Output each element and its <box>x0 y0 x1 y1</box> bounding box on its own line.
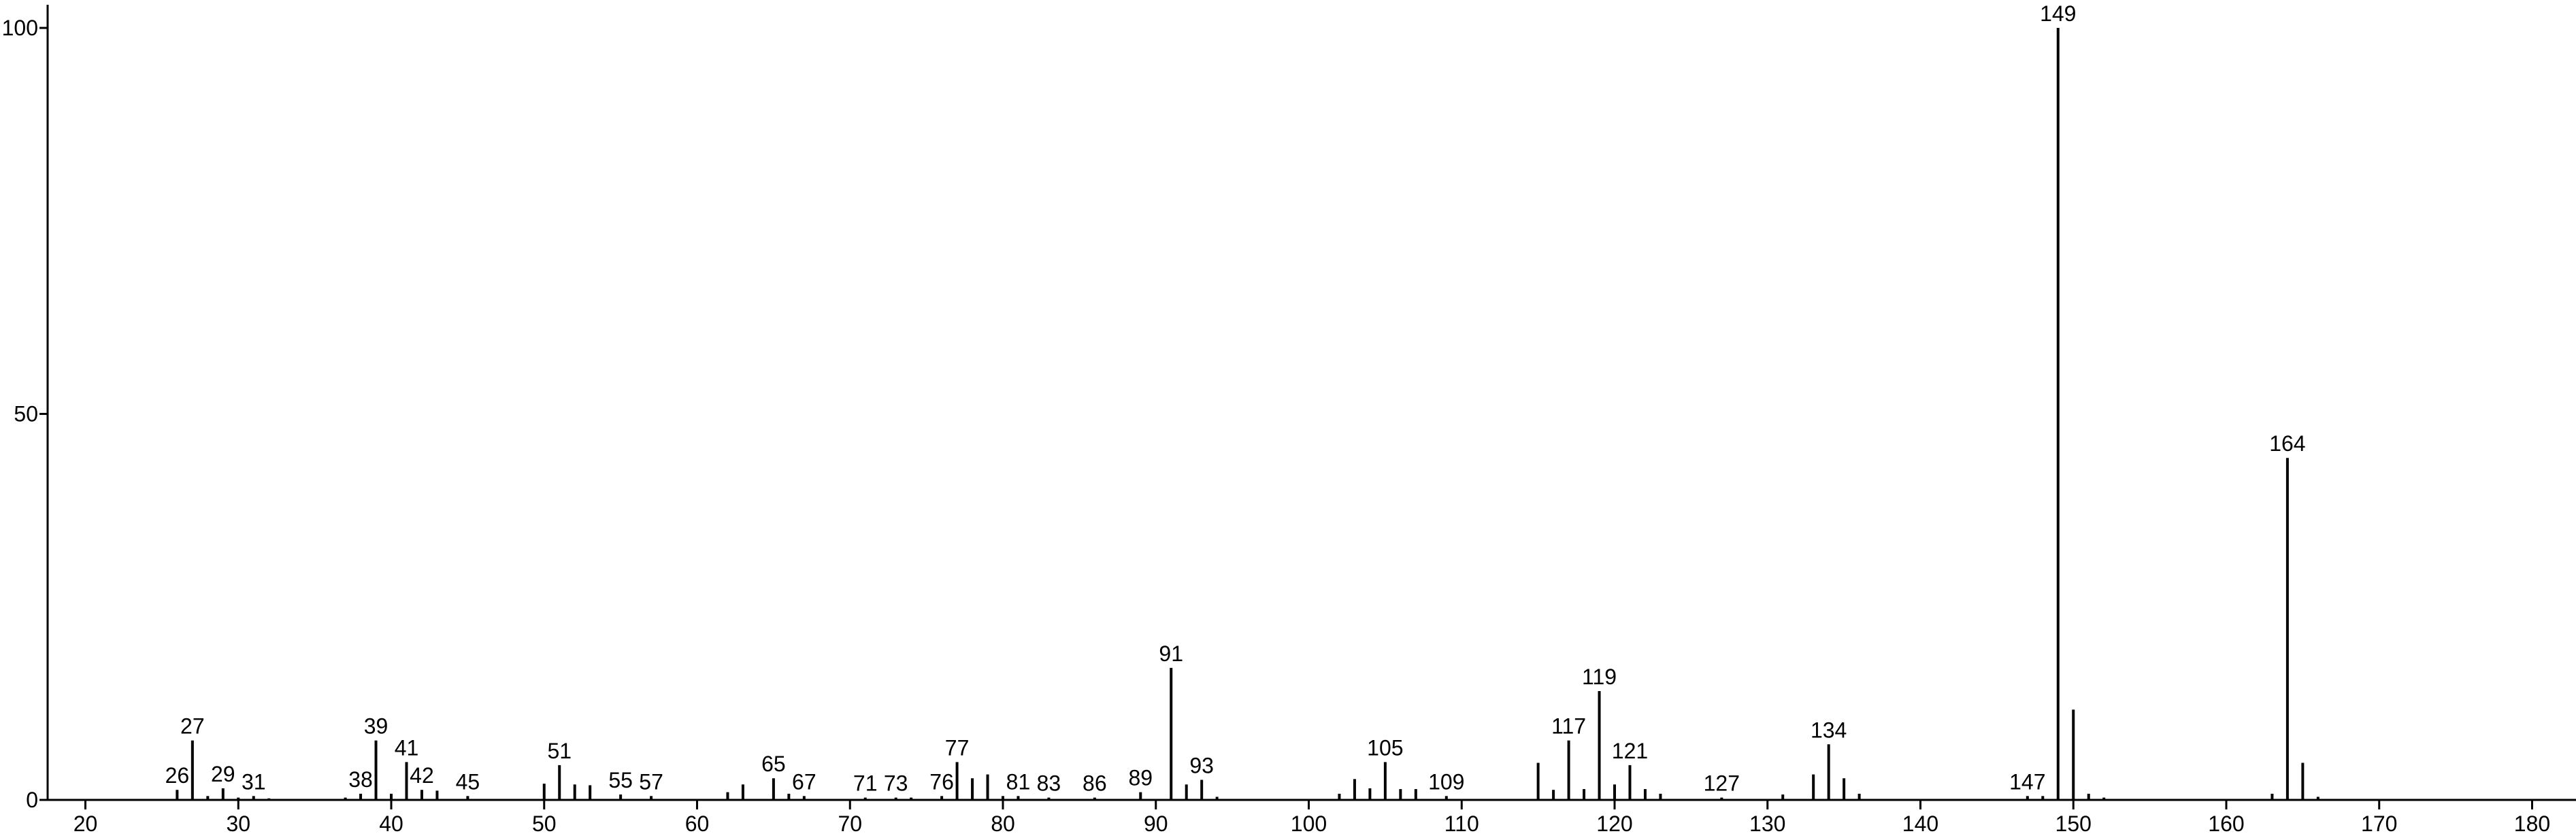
peak-label: 83 <box>1037 771 1061 796</box>
peak-label: 127 <box>1704 771 1740 796</box>
x-tick-label: 80 <box>991 811 1015 836</box>
peak-label: 119 <box>1582 665 1617 689</box>
peak-label: 41 <box>395 735 419 760</box>
x-tick-label: 180 <box>2514 811 2550 836</box>
x-tick-label: 100 <box>1291 811 1327 836</box>
peak-label: 29 <box>211 762 235 786</box>
peak-label: 105 <box>1367 735 1403 760</box>
peak-label: 86 <box>1083 771 1107 796</box>
x-tick-label: 150 <box>2055 811 2092 836</box>
y-tick-label: 50 <box>14 402 38 426</box>
peak-label: 45 <box>456 769 480 794</box>
x-tick-label: 170 <box>2361 811 2397 836</box>
peak-label: 51 <box>547 739 572 763</box>
peak-label: 89 <box>1128 766 1153 790</box>
peak-label: 109 <box>1428 769 1464 794</box>
x-tick-label: 110 <box>1444 811 1479 836</box>
peak-label: 31 <box>242 769 266 794</box>
peak-label: 38 <box>348 767 373 792</box>
x-tick-label: 70 <box>838 811 862 836</box>
x-tick-label: 20 <box>73 811 98 836</box>
peak-label: 26 <box>165 763 190 788</box>
x-tick-label: 40 <box>379 811 403 836</box>
x-tick-label: 120 <box>1596 811 1632 836</box>
peak-label: 27 <box>180 714 205 739</box>
peak-label: 77 <box>945 735 970 760</box>
x-tick-label: 130 <box>1749 811 1785 836</box>
x-tick-label: 140 <box>1902 811 1938 836</box>
peak-label: 67 <box>792 769 816 794</box>
peak-label: 149 <box>2040 1 2076 26</box>
x-tick-label: 60 <box>685 811 710 836</box>
peak-label: 164 <box>2269 431 2305 456</box>
peak-label: 76 <box>929 769 954 794</box>
peak-label: 65 <box>761 752 786 776</box>
peak-label: 73 <box>884 771 908 796</box>
peak-label: 71 <box>853 771 878 796</box>
x-tick-label: 50 <box>532 811 557 836</box>
y-tick-label: 0 <box>26 788 38 812</box>
x-tick-label: 160 <box>2208 811 2244 836</box>
x-tick-label: 30 <box>226 811 250 836</box>
peak-label: 134 <box>1811 718 1847 742</box>
peak-label: 93 <box>1189 753 1214 777</box>
peak-label: 117 <box>1551 714 1586 739</box>
peak-label: 39 <box>364 714 389 739</box>
y-tick-label: 100 <box>2 16 38 40</box>
peak-label: 147 <box>2009 769 2045 794</box>
peak-label: 121 <box>1612 739 1648 763</box>
peak-label: 57 <box>639 769 663 794</box>
peak-label: 42 <box>410 763 434 788</box>
peak-label: 81 <box>1006 769 1031 794</box>
peak-label: 91 <box>1159 641 1183 666</box>
x-tick-label: 90 <box>1144 811 1168 836</box>
peak-label: 55 <box>608 768 633 792</box>
